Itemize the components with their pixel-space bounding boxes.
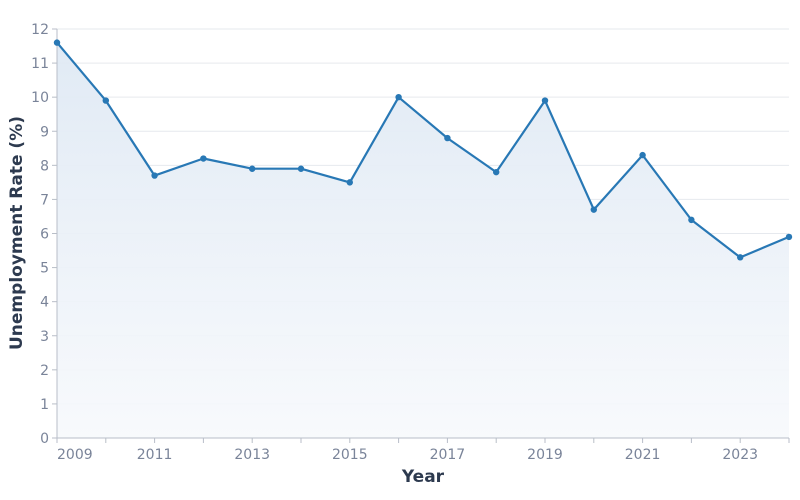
data-point: [493, 168, 500, 176]
x-tick-label: 2009: [57, 447, 93, 463]
data-point: [590, 206, 597, 213]
y-axis-title: Unemployment Rate (%): [7, 116, 27, 350]
y-tick-label: 5: [40, 261, 49, 277]
x-tick-label: 2011: [137, 447, 173, 463]
data-point: [297, 165, 305, 172]
x-axis-ticks: 2009 2011 2013 2015 2017 2019 2021 2023: [56, 438, 790, 463]
x-tick-label: 2021: [625, 447, 661, 463]
data-point: [785, 233, 793, 241]
y-tick-label: 4: [40, 295, 49, 311]
y-tick-label: 12: [31, 22, 49, 38]
y-tick-label: 7: [40, 192, 49, 208]
y-tick-label: 9: [40, 124, 49, 140]
y-tick-label: 2: [40, 363, 49, 379]
x-axis-title: Year: [401, 467, 445, 487]
x-tick-label: 2023: [722, 447, 758, 463]
y-tick-label: 8: [40, 158, 49, 174]
data-points: [53, 39, 793, 261]
data-point: [444, 134, 451, 142]
data-point: [541, 97, 549, 104]
data-point: [346, 179, 353, 186]
area-fill: [57, 42, 789, 438]
data-line: [56, 41, 790, 259]
y-tick-label: 3: [40, 329, 49, 345]
data-point: [249, 165, 256, 172]
y-tick-label: 11: [31, 56, 49, 72]
data-point: [200, 155, 207, 162]
y-tick-label: 10: [31, 90, 49, 106]
y-tick-label: 0: [40, 431, 49, 447]
data-point: [151, 172, 158, 179]
data-point: [102, 97, 110, 104]
data-point: [395, 93, 402, 101]
x-tick-label: 2019: [527, 447, 563, 463]
data-point: [53, 39, 61, 46]
y-tick-label: 6: [40, 227, 49, 243]
y-tick-label: 1: [40, 397, 49, 413]
x-tick-label: 2015: [332, 447, 368, 463]
x-tick-label: 2013: [234, 447, 270, 463]
data-point: [737, 254, 744, 261]
data-point: [639, 151, 646, 159]
data-point: [688, 216, 695, 224]
x-tick-label: 2017: [430, 447, 466, 463]
